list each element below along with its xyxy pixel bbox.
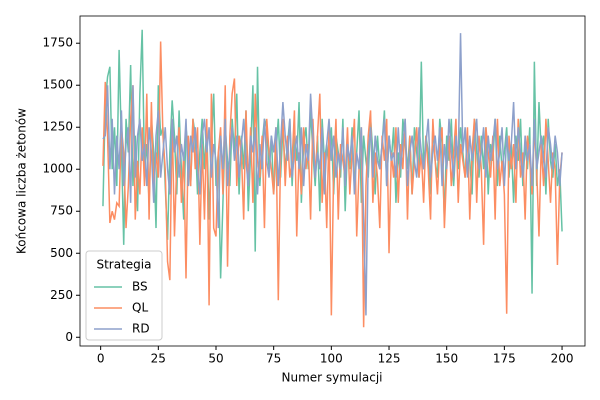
legend-box: [85, 250, 163, 341]
y-tick-label: 750: [50, 204, 73, 218]
x-tick-label: 125: [378, 352, 401, 366]
y-tick-label: 1000: [42, 162, 73, 176]
x-tick-label: 50: [208, 352, 223, 366]
y-tick-label: 500: [50, 246, 73, 260]
legend-label: BS: [132, 280, 148, 294]
x-tick-label: 150: [435, 352, 458, 366]
plot-frame: [79, 15, 586, 347]
y-tick-label: 1250: [42, 120, 73, 134]
x-tick-label: 200: [551, 352, 574, 366]
data-line: [102, 41, 563, 328]
data-line: [102, 33, 563, 316]
x-tick-label: 100: [320, 352, 343, 366]
legend-title: Strategia: [96, 258, 151, 272]
legend-label: RD: [132, 322, 150, 336]
x-tick-label: 75: [266, 352, 281, 366]
y-tick-label: 0: [65, 330, 73, 344]
x-tick-label: 175: [493, 352, 516, 366]
x-tick-label: 25: [151, 352, 166, 366]
x-tick-label: 0: [97, 352, 105, 366]
y-tick-label: 250: [50, 288, 73, 302]
legend-label: QL: [132, 301, 148, 315]
y-tick-label: 1500: [42, 78, 73, 92]
y-tick-label: 1750: [42, 36, 73, 50]
x-axis-label: Numer symulacji: [281, 371, 382, 385]
y-axis-label: Końcowa liczba żetonów: [15, 108, 29, 254]
